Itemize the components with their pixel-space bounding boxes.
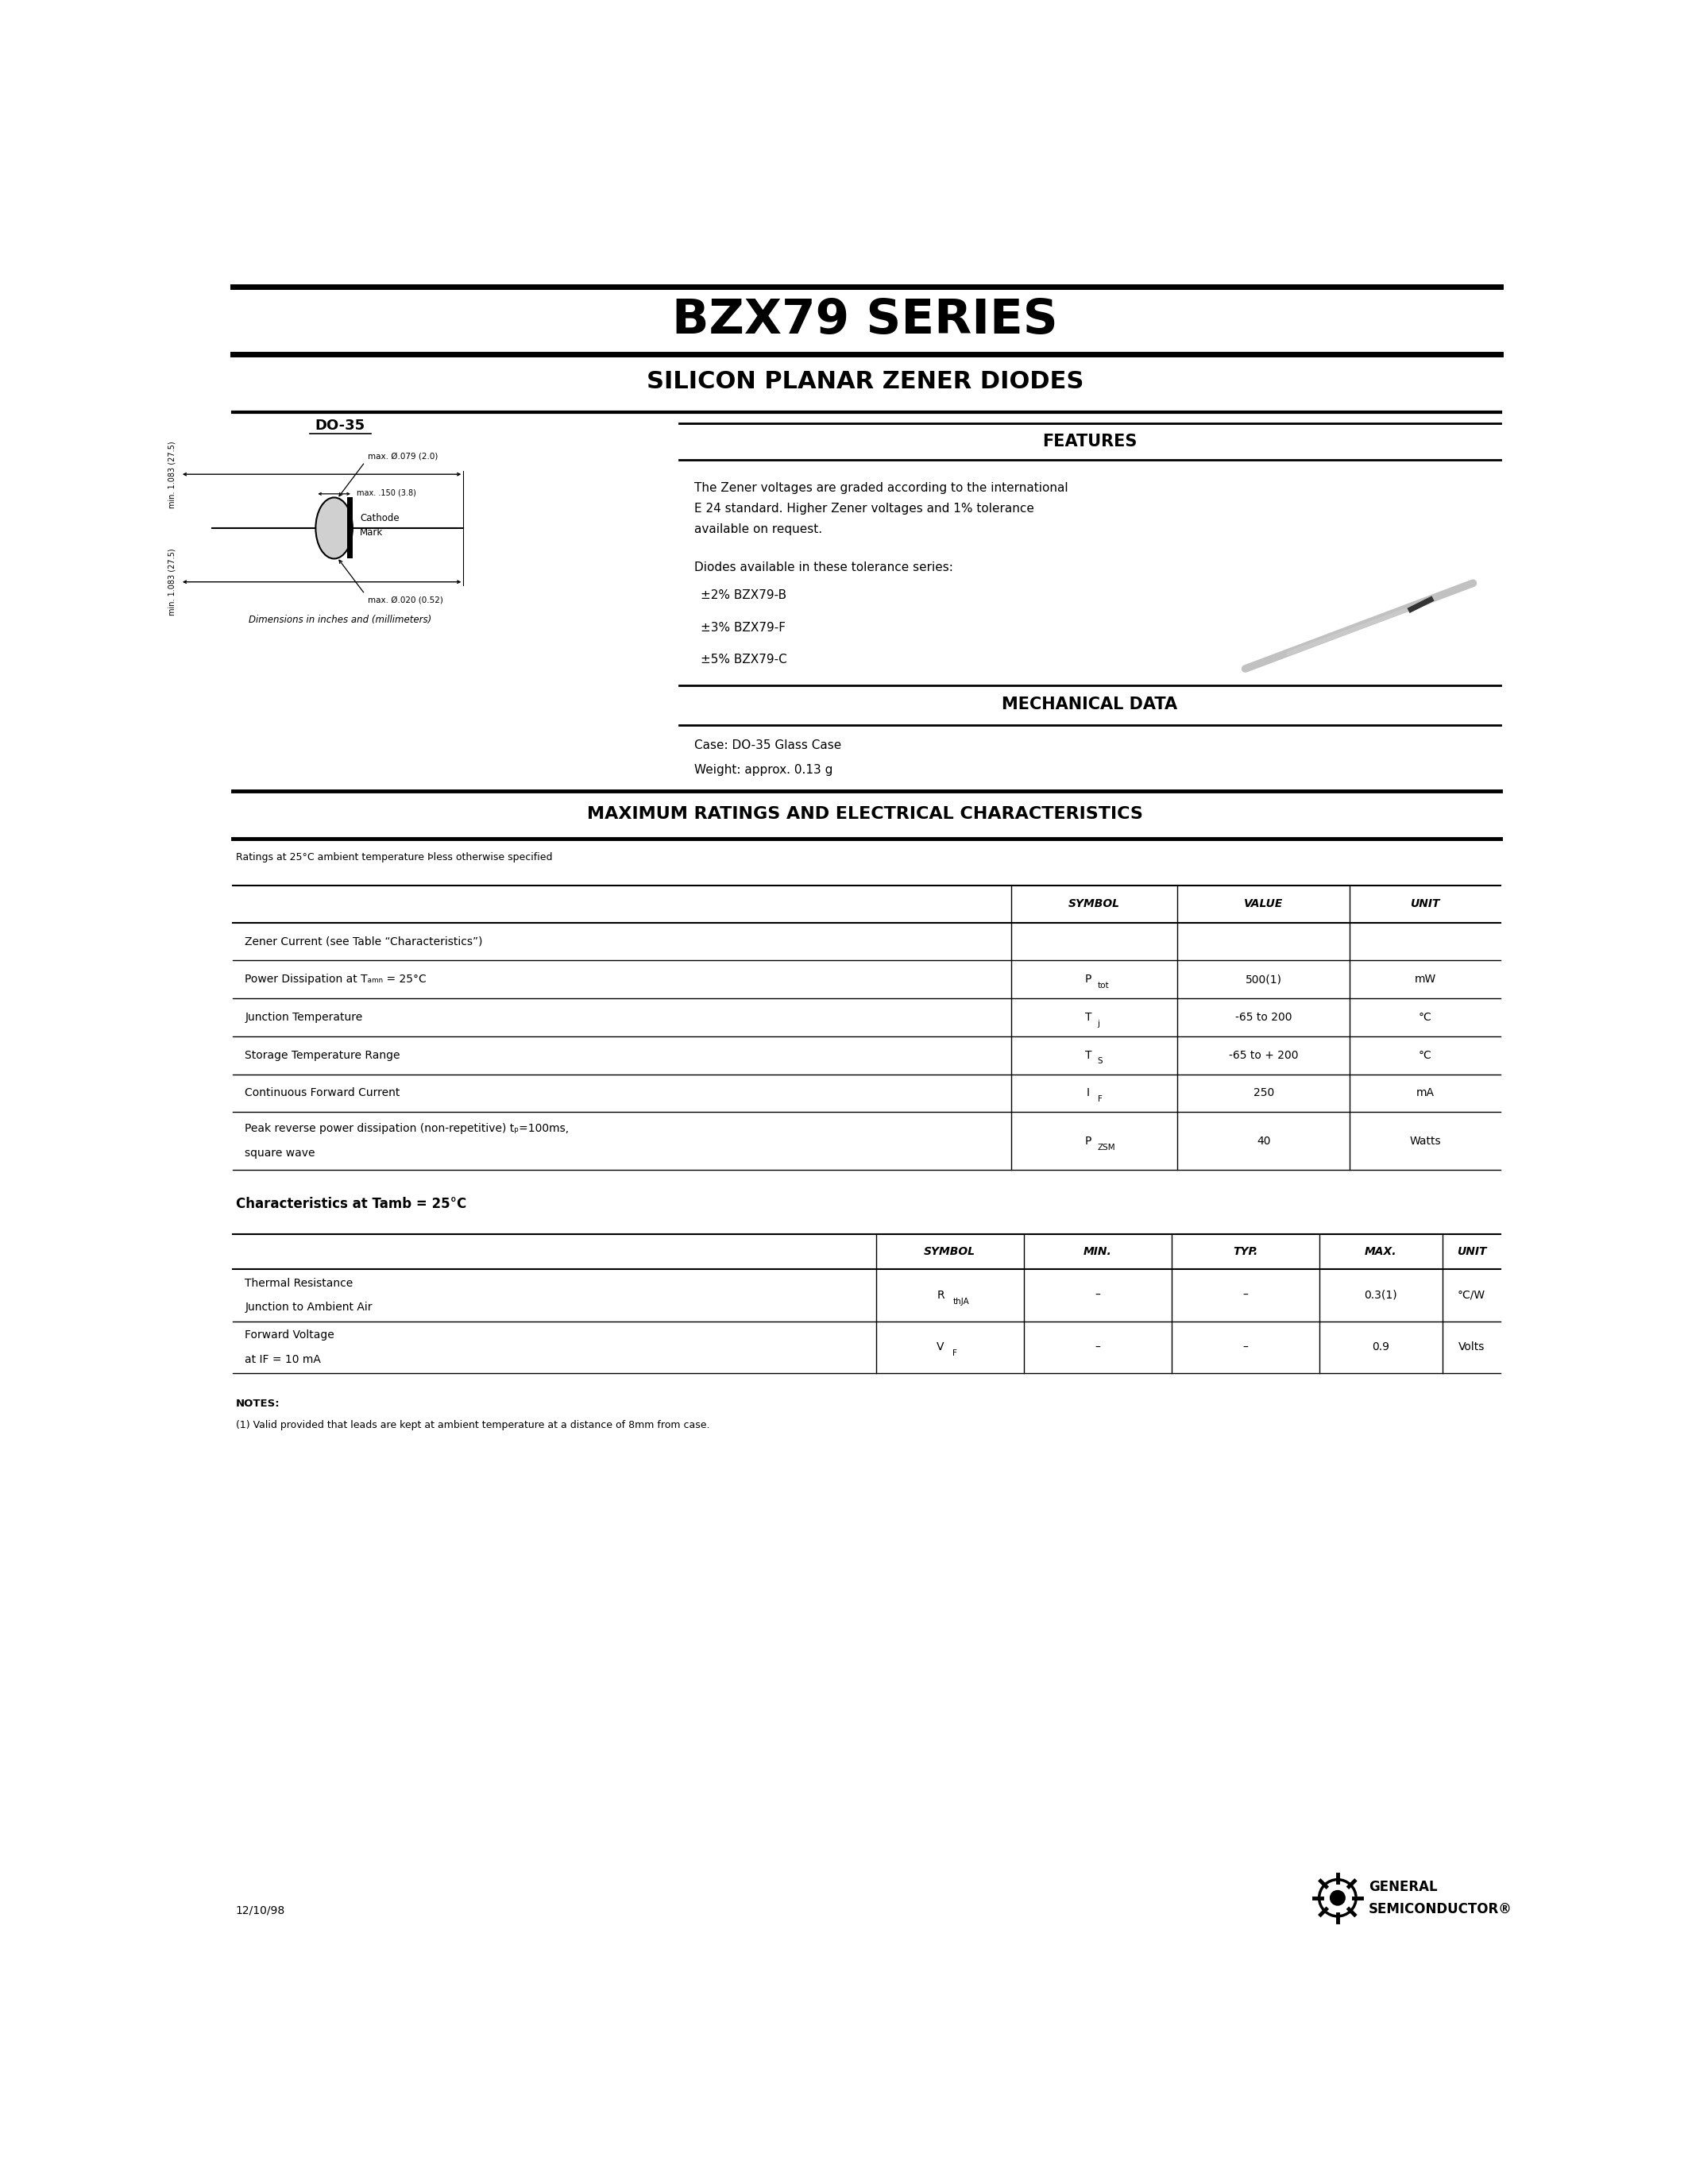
- Text: °C/W: °C/W: [1457, 1291, 1485, 1302]
- Text: 40: 40: [1258, 1136, 1271, 1147]
- Text: UNIT: UNIT: [1457, 1245, 1487, 1258]
- Text: min. 1.083 (27.5): min. 1.083 (27.5): [169, 441, 176, 509]
- Text: F: F: [1097, 1096, 1102, 1103]
- Text: UNIT: UNIT: [1411, 898, 1440, 911]
- Text: TYP.: TYP.: [1232, 1245, 1258, 1258]
- Text: Junction Temperature: Junction Temperature: [245, 1011, 363, 1022]
- Text: (1) Valid provided that leads are kept at ambient temperature at a distance of 8: (1) Valid provided that leads are kept a…: [236, 1420, 709, 1431]
- Text: V: V: [937, 1341, 944, 1352]
- Text: SILICON PLANAR ZENER DIODES: SILICON PLANAR ZENER DIODES: [647, 369, 1084, 393]
- Text: Case: DO-35 Glass Case: Case: DO-35 Glass Case: [694, 738, 841, 751]
- Text: min. 1.083 (27.5): min. 1.083 (27.5): [169, 548, 176, 616]
- Text: Weight: approx. 0.13 g: Weight: approx. 0.13 g: [694, 764, 832, 775]
- Bar: [348, 498, 353, 559]
- Text: Storage Temperature Range: Storage Temperature Range: [245, 1051, 400, 1061]
- Text: T: T: [1085, 1011, 1092, 1022]
- Text: SYMBOL: SYMBOL: [923, 1245, 976, 1258]
- Text: FEATURES: FEATURES: [1043, 432, 1138, 450]
- Text: j: j: [1097, 1020, 1101, 1026]
- Text: max. Ø.020 (0.52): max. Ø.020 (0.52): [368, 596, 444, 605]
- Text: BZX79 SERIES: BZX79 SERIES: [672, 297, 1058, 343]
- Text: Watts: Watts: [1409, 1136, 1442, 1147]
- Text: Junction to Ambient Air: Junction to Ambient Air: [245, 1302, 373, 1313]
- Text: Forward Voltage: Forward Voltage: [245, 1330, 334, 1341]
- Text: MECHANICAL DATA: MECHANICAL DATA: [1003, 697, 1178, 712]
- Text: VALUE: VALUE: [1244, 898, 1283, 911]
- Text: mA: mA: [1416, 1088, 1435, 1099]
- Text: 500(1): 500(1): [1246, 974, 1281, 985]
- Text: –: –: [1096, 1291, 1101, 1302]
- Text: at IF = 10 mA: at IF = 10 mA: [245, 1354, 321, 1365]
- Text: I: I: [1087, 1088, 1090, 1099]
- Text: P: P: [1085, 974, 1092, 985]
- Text: max. .150 (3.8): max. .150 (3.8): [356, 489, 415, 496]
- Text: Volts: Volts: [1458, 1341, 1485, 1352]
- Text: GENERAL: GENERAL: [1369, 1880, 1436, 1894]
- Text: MIN.: MIN.: [1084, 1245, 1112, 1258]
- Text: 250: 250: [1252, 1088, 1274, 1099]
- Text: Diodes available in these tolerance series:: Diodes available in these tolerance seri…: [694, 561, 954, 574]
- Text: The Zener voltages are graded according to the international
E 24 standard. High: The Zener voltages are graded according …: [694, 483, 1069, 535]
- Text: –: –: [1096, 1341, 1101, 1352]
- Text: square wave: square wave: [245, 1149, 316, 1160]
- Text: °C: °C: [1418, 1051, 1431, 1061]
- Text: –: –: [1242, 1291, 1247, 1302]
- Text: –: –: [1242, 1341, 1247, 1352]
- Text: ±5% BZX79-C: ±5% BZX79-C: [701, 653, 787, 666]
- Text: F: F: [952, 1350, 957, 1356]
- Text: NOTES:: NOTES:: [236, 1398, 280, 1409]
- Text: SYMBOL: SYMBOL: [1069, 898, 1121, 911]
- Text: ±2% BZX79-B: ±2% BZX79-B: [701, 590, 787, 601]
- Text: S: S: [1097, 1057, 1102, 1066]
- Text: R: R: [937, 1291, 944, 1302]
- Text: 12/10/98: 12/10/98: [236, 1904, 285, 1915]
- Text: MAXIMUM RATINGS AND ELECTRICAL CHARACTERISTICS: MAXIMUM RATINGS AND ELECTRICAL CHARACTER…: [587, 806, 1143, 821]
- Text: P: P: [1085, 1136, 1092, 1147]
- Text: T: T: [1085, 1051, 1092, 1061]
- Text: Dimensions in inches and (millimeters): Dimensions in inches and (millimeters): [248, 614, 432, 625]
- Text: tot: tot: [1097, 981, 1109, 989]
- Circle shape: [1330, 1891, 1345, 1904]
- Text: max. Ø.079 (2.0): max. Ø.079 (2.0): [368, 452, 439, 461]
- Text: Power Dissipation at Tₐₘₙ = 25°C: Power Dissipation at Tₐₘₙ = 25°C: [245, 974, 427, 985]
- Ellipse shape: [316, 498, 353, 559]
- Text: mW: mW: [1415, 974, 1436, 985]
- Text: Cathode
Mark: Cathode Mark: [360, 513, 400, 537]
- Text: Ratings at 25°C ambient temperature Þless otherwise specified: Ratings at 25°C ambient temperature Þles…: [236, 852, 552, 863]
- Text: -65 to + 200: -65 to + 200: [1229, 1051, 1298, 1061]
- Text: Peak reverse power dissipation (non-repetitive) tₚ=100ms,: Peak reverse power dissipation (non-repe…: [245, 1123, 569, 1133]
- Text: DO-35: DO-35: [316, 419, 365, 432]
- Text: 0.3(1): 0.3(1): [1364, 1291, 1398, 1302]
- Text: Thermal Resistance: Thermal Resistance: [245, 1278, 353, 1289]
- Text: Zener Current (see Table “Characteristics”): Zener Current (see Table “Characteristic…: [245, 937, 483, 948]
- Text: ZSM: ZSM: [1097, 1142, 1116, 1151]
- Text: -65 to 200: -65 to 200: [1236, 1011, 1291, 1022]
- Text: °C: °C: [1418, 1011, 1431, 1022]
- Text: SEMICONDUCTOR®: SEMICONDUCTOR®: [1369, 1902, 1512, 1915]
- Text: ±3% BZX79-F: ±3% BZX79-F: [701, 622, 785, 633]
- Text: Characteristics at Tamb = 25°C: Characteristics at Tamb = 25°C: [236, 1197, 466, 1210]
- Text: Continuous Forward Current: Continuous Forward Current: [245, 1088, 400, 1099]
- Text: 0.9: 0.9: [1372, 1341, 1389, 1352]
- Text: thJA: thJA: [952, 1297, 969, 1306]
- Text: MAX.: MAX.: [1364, 1245, 1396, 1258]
